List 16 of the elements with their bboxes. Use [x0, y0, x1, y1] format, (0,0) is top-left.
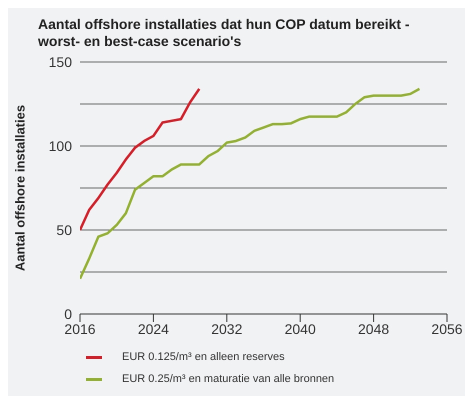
x-tick-label: 2024 [138, 320, 170, 337]
y-tick-label: 100 [48, 138, 72, 154]
y-axis-title: Aantal offshore installaties [12, 104, 28, 272]
chart-title: Aantal offshore installaties dat hun COP datum bereikt - worst- en best-case scenario's [37, 15, 411, 51]
x-tick-label: 2032 [211, 320, 243, 337]
legend-label: EUR 0.125/m³ en alleen reserves [122, 350, 285, 365]
legend-label: EUR 0.25/m³ en maturatie van alle bronnen [122, 372, 334, 387]
y-tick-label: 150 [48, 54, 72, 70]
x-tick-label: 2040 [284, 320, 316, 337]
x-tick-label: 2048 [358, 320, 390, 337]
line-series [80, 88, 421, 280]
y-tick-label: 50 [56, 222, 72, 238]
y-tick-label: 0 [64, 306, 72, 322]
line-series [80, 88, 201, 232]
x-tick-label: 2056 [431, 320, 463, 337]
x-tick-label: 2016 [64, 320, 96, 337]
